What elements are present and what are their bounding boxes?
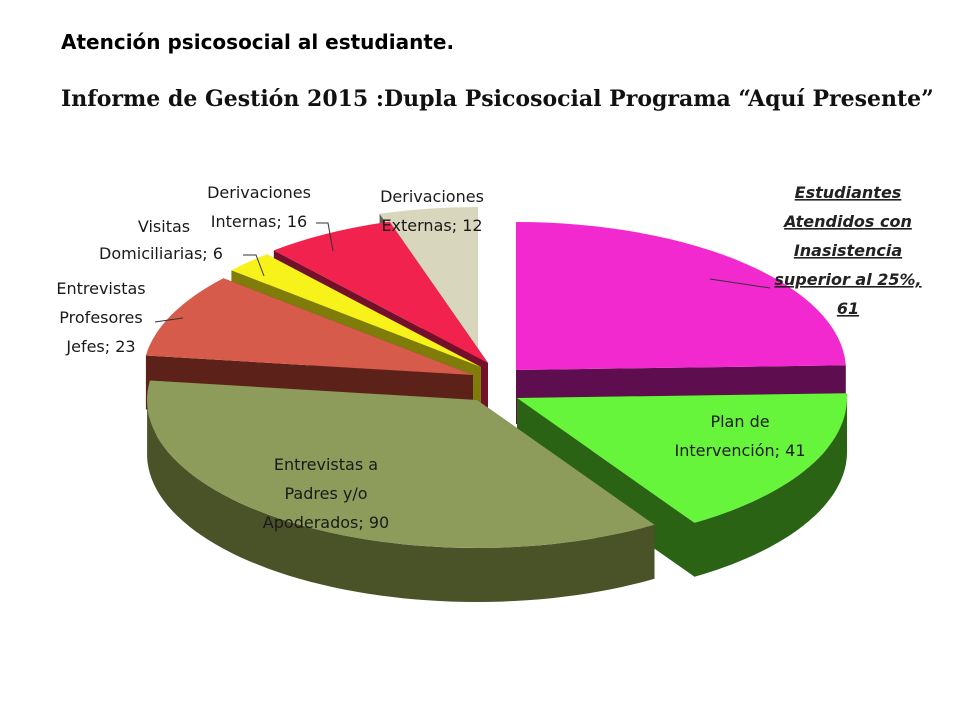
slice-label-line: Estudiantes (795, 183, 902, 202)
slice-label-line: Derivaciones (380, 187, 484, 206)
slice-label-line: 61 (837, 299, 859, 318)
slice-label-line: Atendidos con (782, 212, 912, 231)
slice-label-line: Entrevistas a (274, 455, 378, 474)
pie-slice-top (516, 222, 846, 370)
slice-label-line: Profesores (59, 308, 142, 327)
slice-label-line: Internas; 16 (211, 212, 307, 231)
leader-line (243, 254, 265, 277)
slice-label-3: Entrevistas a Padres y/o Apoderados; 90 (263, 455, 389, 532)
pie-slice-3 (147, 380, 655, 602)
slice-label-line: Domiciliarias; 6 (99, 244, 223, 263)
slice-label-line: Plan de (710, 412, 769, 431)
slice-label-line: Jefes; 23 (65, 337, 135, 356)
slice-label-line: Derivaciones (207, 183, 311, 202)
slice-label-line: Entrevistas (56, 279, 145, 298)
slice-label-1: Estudiantes Atendidos con Inasistencia supe… (774, 183, 921, 318)
slice-label-line: superior al 25%, (774, 270, 921, 289)
slice-label-line: Intervención; 41 (674, 441, 805, 460)
slice-label-6: Derivaciones Internas; 16 (207, 183, 311, 231)
slice-label-5: Visitas Domiciliarias; 6 (99, 217, 223, 263)
leader-line (709, 278, 771, 289)
leader-line (154, 317, 184, 323)
pie-slice-top (147, 380, 655, 549)
slice-label-line: Externas; 12 (381, 216, 482, 235)
slice-label-line: Padres y/o (284, 484, 367, 503)
pie-slice-top (273, 221, 488, 363)
pie-slice-top (517, 393, 847, 523)
chart-subheading: Informe de Gestión 2015 :Dupla Psicosoci… (61, 86, 934, 112)
slice-label-line: Visitas (138, 217, 190, 236)
pie-slice-top (231, 254, 481, 367)
slice-label-line: Apoderados; 90 (263, 513, 389, 532)
slice-label-2: Plan de Intervención; 41 (674, 412, 805, 460)
slice-label-4: Entrevistas Profesores Jefes; 23 (56, 279, 145, 356)
pie-slice-top (145, 278, 473, 375)
pie-slice-side (694, 395, 847, 577)
leader-line (316, 222, 334, 252)
slice-label-line: Inasistencia (794, 241, 902, 260)
pie-slice-side (147, 397, 655, 602)
chart-heading: Atención psicosocial al estudiante. (61, 30, 455, 54)
slice-label-7: Derivaciones Externas; 12 (380, 187, 484, 235)
